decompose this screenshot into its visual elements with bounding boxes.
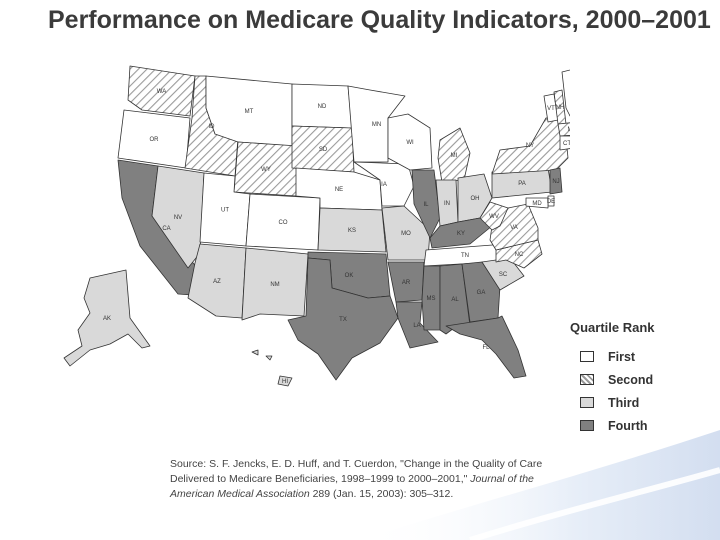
state-label-ks: KS bbox=[348, 228, 356, 234]
source-citation: Source: S. F. Jencks, E. D. Huff, and T.… bbox=[170, 457, 560, 502]
source-line-1: Source: S. F. Jencks, E. D. Huff, and T.… bbox=[170, 458, 543, 470]
state-label-oh: OH bbox=[471, 196, 480, 202]
legend-label: First bbox=[608, 349, 636, 364]
state-label-az: AZ bbox=[213, 279, 221, 285]
legend-label: Second bbox=[608, 372, 654, 387]
state-label-wv: WV bbox=[489, 214, 499, 220]
state-label-al: AL bbox=[451, 297, 459, 303]
source-journal-1: Journal of the bbox=[470, 473, 534, 485]
state-KS bbox=[317, 207, 387, 253]
state-NV bbox=[151, 165, 205, 269]
source-line-2: Delivered to Medicare Beneficiaries, 199… bbox=[170, 473, 471, 485]
state-NJ bbox=[549, 167, 563, 195]
legend-item: Second bbox=[568, 368, 698, 391]
state-label-or: OR bbox=[150, 137, 160, 143]
state-label-ct: CT bbox=[563, 141, 570, 147]
legend-item: First bbox=[568, 345, 698, 368]
state-label-ne: NE bbox=[335, 187, 343, 193]
state-label-ca: CA bbox=[162, 226, 170, 232]
legend-swatch-third bbox=[580, 397, 594, 408]
state-label-ok: OK bbox=[345, 273, 354, 279]
legend-item: Fourth bbox=[568, 414, 698, 437]
state-label-mn: MN bbox=[372, 122, 381, 128]
state-label-ma: MA bbox=[568, 127, 571, 133]
state-ME bbox=[561, 69, 570, 117]
state-label-id: ID bbox=[209, 124, 216, 130]
state-label-tn: TN bbox=[461, 253, 469, 259]
state-label-de: DE bbox=[547, 199, 555, 205]
state-HI-2 bbox=[265, 355, 273, 361]
state-label-ms: MS bbox=[427, 296, 436, 302]
state-label-ga: GA bbox=[477, 290, 486, 296]
state-labels: WA OR CA ID NV MT WY UT CO AZ NM ND SD NE KS OK TX MN IA MO… bbox=[103, 89, 570, 385]
state-HI bbox=[277, 375, 293, 387]
legend-label: Third bbox=[608, 395, 640, 410]
state-label-wy: WY bbox=[261, 167, 271, 173]
state-label-va: VA bbox=[510, 225, 518, 231]
state-MA bbox=[557, 122, 570, 137]
source-journal-2: American Medical Association bbox=[170, 488, 310, 500]
state-label-mo: MO bbox=[401, 231, 411, 237]
legend-title: Quartile Rank bbox=[570, 320, 655, 335]
legend-swatch-second bbox=[580, 374, 594, 385]
state-label-in: IN bbox=[444, 201, 450, 207]
state-HI-3 bbox=[251, 349, 259, 356]
state-label-nd: ND bbox=[318, 104, 327, 110]
legend-swatch-fourth bbox=[580, 420, 594, 431]
state-CT bbox=[559, 135, 570, 151]
state-label-wi: WI bbox=[406, 140, 414, 146]
state-label-wa: WA bbox=[157, 89, 166, 95]
state-label-pa: PA bbox=[518, 181, 526, 187]
state-label-ny: NY bbox=[526, 143, 534, 149]
state-AK bbox=[63, 269, 151, 367]
state-WI bbox=[387, 113, 433, 171]
state-GA bbox=[461, 261, 501, 323]
state-label-nh: NH bbox=[556, 105, 565, 111]
state-label-co: CO bbox=[279, 220, 288, 226]
state-NM bbox=[241, 247, 309, 321]
legend-label: Fourth bbox=[608, 418, 648, 433]
state-label-nj: NJ bbox=[552, 179, 559, 185]
state-MO bbox=[381, 205, 431, 261]
state-MS bbox=[421, 265, 441, 331]
source-line-3: 289 (Jan. 15, 2003): 305–312. bbox=[309, 488, 454, 500]
state-label-il: IL bbox=[423, 202, 429, 208]
state-IL bbox=[411, 169, 441, 239]
state-label-ar: AR bbox=[402, 280, 411, 286]
state-label-nm: NM bbox=[270, 282, 279, 288]
state-label-mt: MT bbox=[245, 109, 254, 115]
state-label-sc: SC bbox=[499, 272, 508, 278]
state-label-vt: VT bbox=[547, 106, 555, 112]
state-label-mi: MI bbox=[451, 153, 458, 159]
state-TX bbox=[287, 257, 399, 381]
page-title: Performance on Medicare Quality Indicato… bbox=[48, 6, 711, 34]
state-label-ky: KY bbox=[457, 231, 465, 237]
state-label-fl: FL bbox=[482, 345, 490, 351]
us-quartile-map: WA OR CA ID NV MT WY UT CO AZ NM ND SD NE KS OK TX MN IA MO… bbox=[63, 65, 570, 387]
state-MD bbox=[525, 197, 549, 209]
state-WV bbox=[479, 201, 509, 231]
state-label-md: MD bbox=[532, 201, 542, 207]
state-WA bbox=[127, 65, 196, 117]
state-label-nc: NC bbox=[515, 252, 524, 258]
state-label-ia: IA bbox=[381, 182, 387, 188]
state-label-ak: AK bbox=[103, 316, 111, 322]
state-label-tx: TX bbox=[339, 317, 347, 323]
state-label-hi: HI bbox=[282, 379, 288, 385]
state-FL bbox=[445, 315, 527, 379]
state-label-ut: UT bbox=[221, 208, 229, 214]
legend-item: Third bbox=[568, 391, 698, 414]
legend-swatch-first bbox=[580, 351, 594, 362]
state-label-nv: NV bbox=[174, 215, 182, 221]
state-label-la: LA bbox=[413, 323, 420, 329]
state-label-sd: SD bbox=[319, 147, 328, 153]
legend: Quartile Rank First Second Third Fourth bbox=[568, 320, 698, 437]
